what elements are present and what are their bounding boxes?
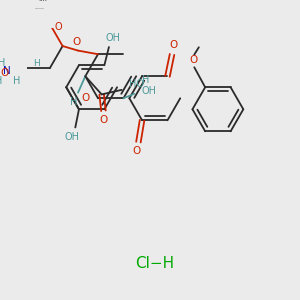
Text: H: H (142, 75, 149, 85)
Text: OH: OH (64, 131, 79, 142)
Text: .....: ..... (34, 5, 44, 10)
Text: OH: OH (142, 86, 157, 96)
Text: O: O (54, 22, 62, 32)
Text: O: O (72, 38, 80, 47)
Text: N: N (3, 67, 11, 76)
Text: OH: OH (105, 33, 120, 43)
Text: H: H (0, 76, 3, 85)
Text: O: O (189, 55, 197, 65)
Text: O: O (0, 68, 9, 78)
Text: O: O (99, 115, 108, 125)
Text: O: O (81, 93, 89, 103)
Text: HO: HO (129, 80, 144, 89)
Text: O: O (133, 146, 141, 156)
Text: O: O (170, 40, 178, 50)
Text: H: H (33, 59, 40, 68)
Text: ....: .... (38, 0, 47, 2)
Text: H: H (70, 97, 77, 107)
Text: Cl−H: Cl−H (135, 256, 174, 271)
Text: H: H (13, 76, 20, 85)
Text: H: H (0, 58, 5, 68)
